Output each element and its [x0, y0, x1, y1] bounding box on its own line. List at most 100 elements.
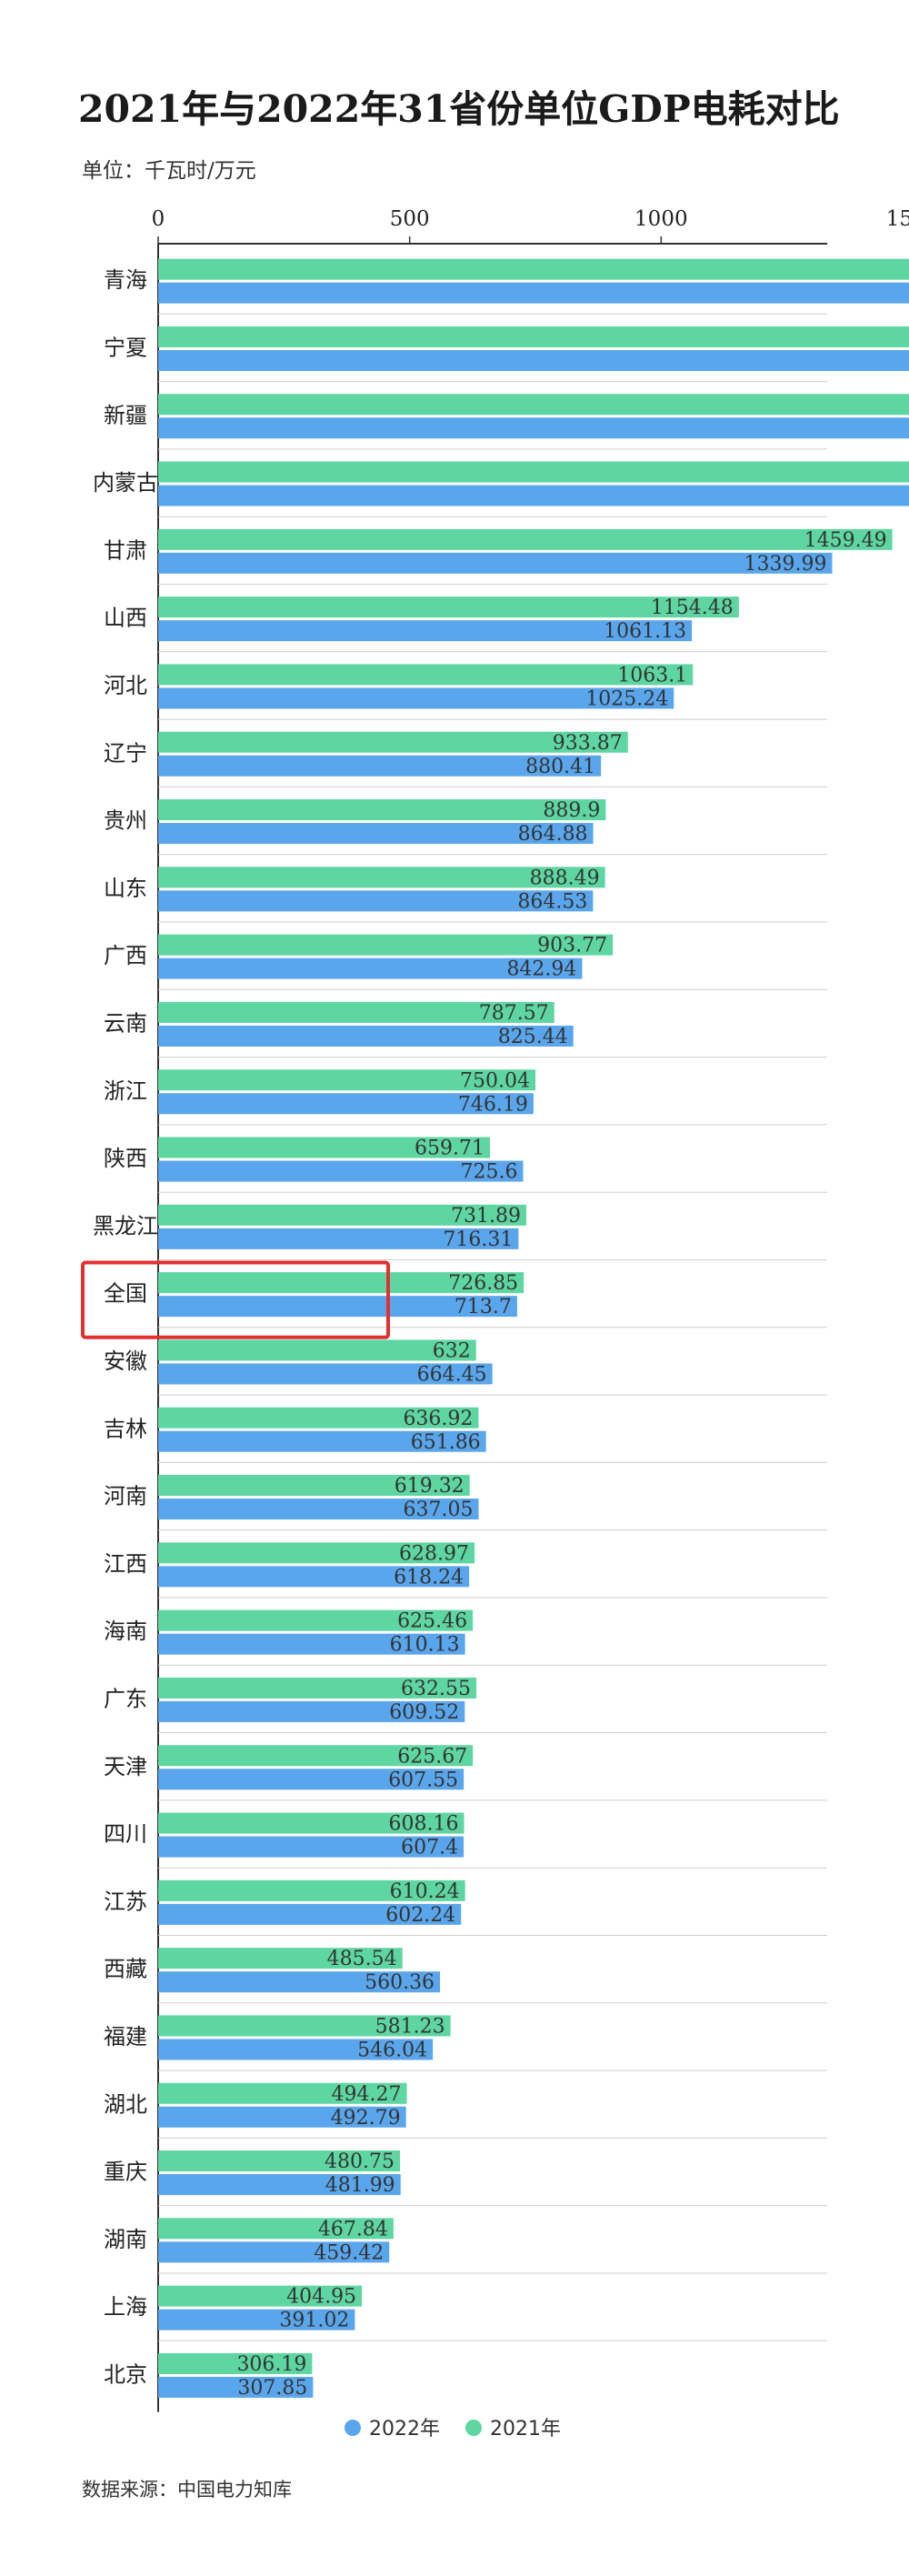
value-label-2022: 864.53 — [517, 890, 587, 913]
category-label: 重庆 — [104, 2160, 147, 2185]
category-label: 黑龙江 — [93, 1213, 158, 1238]
bar-2021 — [158, 1948, 403, 1970]
legend-label: 2021年 — [490, 2418, 561, 2441]
value-label-2021: 1063.1 — [617, 664, 687, 687]
bar-2021 — [158, 1339, 476, 1361]
category-label: 陕西 — [104, 1146, 147, 1171]
bar-2022 — [158, 755, 602, 777]
bar-2021 — [158, 2218, 394, 2240]
value-label-2022: 713.7 — [454, 1296, 512, 1318]
bar-2022 — [158, 552, 833, 574]
value-label-2022: 602.24 — [385, 1904, 455, 1927]
value-label-2021: 636.92 — [403, 1408, 473, 1430]
bar-2021 — [158, 1069, 536, 1091]
value-label-2021: 625.67 — [397, 1745, 467, 1768]
value-label-2022: 307.85 — [237, 2377, 307, 2400]
bar-2021 — [158, 326, 909, 347]
category-label: 云南 — [104, 1010, 147, 1036]
bar-2022 — [158, 687, 674, 709]
value-label-2022: 609.52 — [389, 1701, 459, 1724]
category-label: 福建 — [104, 2024, 147, 2050]
bar-2022 — [158, 1228, 519, 1249]
bar-2021 — [158, 528, 893, 550]
bar-2021 — [158, 799, 606, 821]
value-label-2021: 888.49 — [530, 867, 600, 889]
value-label-2022: 725.6 — [461, 1161, 518, 1184]
bar-2021 — [158, 2015, 451, 2037]
value-label-2021: 480.75 — [325, 2150, 395, 2173]
category-label: 湖南 — [104, 2227, 147, 2252]
bar-2021 — [158, 1272, 524, 1294]
bar-2021 — [158, 1879, 465, 1901]
category-label: 全国 — [104, 1281, 147, 1307]
bar-2022 — [158, 1296, 517, 1318]
value-label-2021: 494.27 — [332, 2083, 402, 2106]
bar-2022 — [158, 2106, 406, 2128]
value-label-2022: 746.19 — [458, 1093, 528, 1116]
bar-2022 — [158, 1700, 465, 1722]
bar-2021 — [158, 1204, 526, 1226]
value-label-2021: 933.87 — [553, 732, 623, 755]
value-label-2021: 608.16 — [389, 1813, 459, 1836]
value-label-2021: 628.97 — [399, 1542, 469, 1565]
bar-2021 — [158, 1137, 491, 1158]
value-label-2021: 625.46 — [397, 1610, 467, 1633]
category-label: 天津 — [104, 1754, 147, 1779]
bar-2022 — [158, 957, 583, 979]
category-label: 山东 — [104, 876, 147, 901]
bar-2021 — [158, 1609, 474, 1631]
bar-2021 — [158, 2150, 401, 2172]
value-label-2021: 889.9 — [543, 799, 600, 822]
value-label-2022: 459.42 — [314, 2241, 384, 2264]
value-label-2021: 619.32 — [395, 1475, 464, 1498]
value-label-2022: 607.55 — [388, 1769, 458, 1791]
source-label: 数据来源：中国电力知库 — [82, 2479, 292, 2501]
value-label-2022: 546.04 — [357, 2039, 427, 2061]
category-label: 湖北 — [104, 2091, 147, 2117]
bar-2022 — [158, 1093, 534, 1115]
bar-2022 — [158, 1430, 486, 1452]
category-label: 甘肃 — [104, 537, 147, 563]
bar-2021 — [158, 731, 628, 753]
bar-2021 — [158, 1542, 475, 1564]
chart-title: 2021年与2022年31省份单位GDP电耗对比 — [78, 87, 840, 131]
bar-2021 — [158, 1812, 464, 1834]
legend-marker — [465, 2420, 482, 2436]
bar-2022 — [158, 1363, 493, 1385]
bar-2021 — [158, 1475, 470, 1497]
highlight-box — [81, 1260, 390, 1339]
value-label-2021: 659.71 — [415, 1138, 484, 1160]
bar-2022 — [158, 1498, 479, 1520]
category-label: 河北 — [104, 673, 147, 698]
value-label-2021: 632 — [433, 1339, 471, 1362]
category-label: 山西 — [104, 606, 147, 631]
bar-2022 — [158, 1769, 464, 1790]
value-label-2021: 610.24 — [390, 1880, 460, 1903]
bar-2021 — [158, 461, 909, 483]
bar-2022 — [158, 2174, 401, 2196]
bar-2022 — [158, 485, 909, 506]
bar-2021 — [158, 1001, 554, 1023]
value-label-2022: 607.4 — [401, 1837, 458, 1859]
value-label-2021: 467.84 — [318, 2218, 388, 2240]
unit-label: 单位：千瓦时/万元 — [82, 159, 256, 183]
bar-2022 — [158, 823, 594, 845]
category-label: 青海 — [104, 267, 147, 293]
value-label-2022: 716.31 — [443, 1228, 513, 1251]
category-label: 海南 — [104, 1619, 147, 1644]
bar-2022 — [158, 1971, 441, 1993]
value-label-2022: 1339.99 — [744, 553, 826, 576]
bar-2022 — [158, 1633, 465, 1655]
x-tick-label: 1500 — [886, 207, 909, 231]
value-label-2021: 1154.48 — [651, 596, 734, 619]
bar-2021 — [158, 664, 694, 686]
bar-2022 — [158, 1025, 574, 1047]
category-label: 广西 — [104, 943, 147, 968]
value-label-2021: 404.95 — [286, 2286, 356, 2309]
bar-2021 — [158, 1407, 479, 1428]
category-label: 内蒙古 — [93, 470, 158, 496]
bar-2022 — [158, 2376, 314, 2398]
bar-2021 — [158, 2082, 407, 2104]
bar-2021 — [158, 394, 909, 416]
